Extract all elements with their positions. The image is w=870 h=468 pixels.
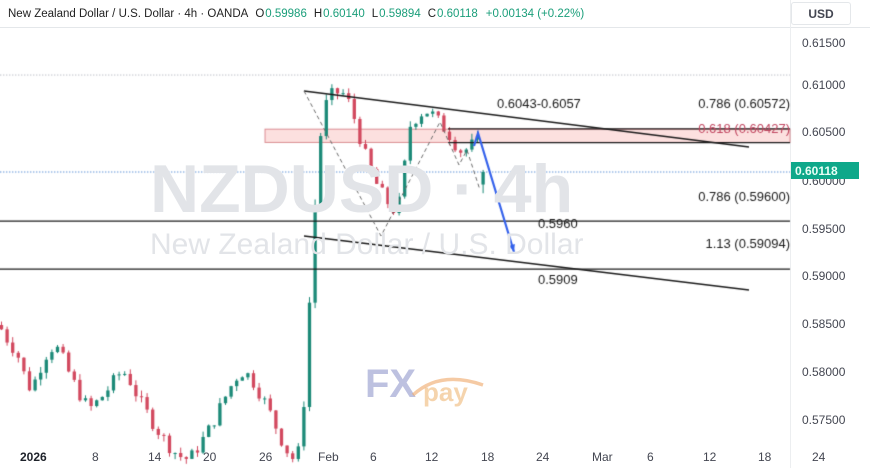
svg-text:pay: pay bbox=[423, 377, 468, 407]
svg-text:FX: FX bbox=[365, 362, 416, 406]
